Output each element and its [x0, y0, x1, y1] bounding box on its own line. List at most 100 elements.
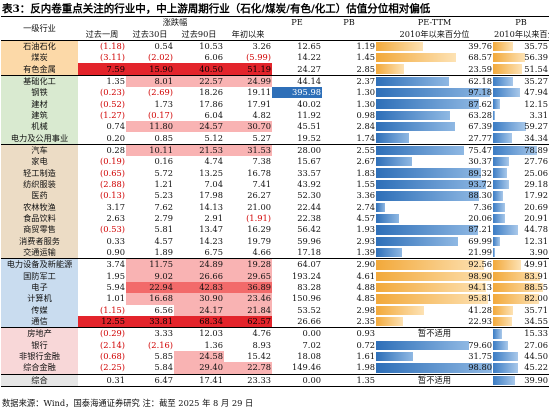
pe-cell: 83.28: [297, 282, 322, 293]
change-d90-cell: 24.17: [174, 304, 224, 316]
header-pe: PE: [272, 16, 323, 29]
pe-percentile-cell: 89.32: [376, 167, 493, 178]
pb-cell: 2.67: [356, 156, 376, 167]
pb-percentile-cell: 35.75: [493, 40, 549, 52]
pb-cell: 1.19: [356, 40, 376, 51]
pe-cell: 52.30: [297, 190, 322, 201]
pe-cell: 28.00: [272, 143, 323, 157]
change-d30-cell: 6.56: [154, 304, 173, 315]
pe-cell: 22.44: [297, 201, 322, 212]
pe-percentile-cell: 67.39: [376, 121, 493, 132]
pe-cell: 53.52: [297, 304, 322, 315]
pe-percentile-value: 39.76: [468, 40, 493, 51]
change-w1-cell: 0.31: [78, 373, 126, 388]
industry-name: 家电: [1, 156, 78, 168]
pb-percentile-bar: [493, 282, 543, 293]
pb-percentile-value: 34.34: [524, 132, 549, 143]
change-d90-cell: 10.53: [199, 40, 223, 51]
header-pb: PB: [322, 16, 377, 29]
valuation-table: 一级行业 涨跌幅 PE PB PE-TTM PB 过去一周 过去30日 过去90…: [1, 16, 550, 388]
industry-name: 汽车: [1, 143, 78, 157]
pb-percentile-bar: [493, 260, 521, 270]
pb-percentile-value: 17.92: [524, 190, 549, 201]
pe-percentile-value: 暂不适用: [417, 374, 452, 385]
table-row: 非银行金融 (0.68) 5.85 24.58 15.42 18.08 1.61 31.75 4…: [1, 350, 549, 363]
change-ytd-cell: 4.76: [224, 327, 273, 340]
pe-cell: 193.24: [291, 270, 322, 281]
pe-percentile-value: 88.30: [468, 190, 493, 201]
change-ytd-cell: 24.99: [224, 74, 273, 88]
pb-cell: 1.98: [356, 362, 376, 373]
table-row: 建材 (0.52) 1.73 17.86 17.91 40.02 1.30 87.62 12.1…: [1, 98, 549, 110]
header-row-2: 过去一周 过去30日 过去90日 年初以来 2010年以来百分位 2010年以来…: [1, 28, 550, 41]
pe-percentile-bar: [376, 99, 479, 109]
pe-percentile-value: 89.32: [468, 167, 493, 178]
pb-cell: 2.84: [356, 121, 376, 132]
change-d30-cell: 9.02: [126, 270, 174, 282]
change-d90-cell: 13.47: [199, 224, 223, 235]
pb-percentile-cell: 83.91: [493, 271, 549, 282]
pb-percentile-cell: 39.90: [493, 373, 550, 388]
pb-cell: 2.90: [322, 258, 377, 271]
pe-cell: 150.96: [291, 293, 322, 304]
pe-percentile-cell: 暂不适用: [376, 373, 494, 388]
change-d30-cell: 1.73: [154, 98, 173, 109]
pb-cell: 4.57: [356, 213, 376, 224]
change-d30-cell: 2.79: [154, 213, 173, 224]
change-d90-cell: 2.91: [204, 213, 223, 224]
pb-percentile-bar: [493, 191, 504, 201]
industry-name: 交通运输: [1, 246, 78, 259]
change-w1-cell: (0.52): [100, 98, 125, 109]
change-ytd-cell: 16.78: [247, 167, 272, 178]
change-d90-cell: 1.36: [204, 339, 223, 350]
change-ytd-cell: 4.66: [252, 247, 272, 258]
industry-name: 综合: [1, 373, 78, 388]
pe-percentile-bar: [376, 76, 449, 87]
pe-cell: 40.02: [297, 98, 322, 109]
change-ytd-cell: 62.57: [224, 315, 273, 328]
change-d30-cell: 6.47: [126, 373, 174, 388]
industry-name: 电子: [1, 281, 78, 294]
pe-percentile-bar: [376, 41, 423, 52]
pe-cell: 17.18: [297, 247, 322, 258]
pe-percentile-cell: 75.47: [376, 143, 494, 157]
pb-percentile-value: 59.27: [524, 121, 549, 132]
pb-percentile-bar: [493, 76, 513, 87]
pe-percentile-bar: [376, 179, 486, 190]
change-d30-cell: 5.84: [154, 362, 173, 373]
change-d90-cell: 30.90: [174, 293, 224, 305]
change-w1-cell: 1.35: [78, 74, 126, 88]
pe-cell: 44.14: [272, 74, 323, 88]
change-ytd-cell: 23.33: [224, 373, 273, 388]
pe-percentile-value: 75.47: [468, 144, 493, 155]
change-w1-cell: (3.11): [100, 52, 125, 63]
pb-percentile-cell: 56.39: [493, 52, 549, 63]
change-d90-cell: 4.74: [204, 156, 223, 167]
pb-percentile-value: 47.94: [524, 87, 549, 98]
pe-percentile-bar: [376, 260, 485, 270]
change-d30-cell: 4.57: [154, 235, 173, 246]
pe-percentile-bar: [376, 145, 465, 156]
pe-percentile-cell: 88.30: [376, 190, 493, 201]
pb-percentile-bar: [493, 157, 509, 167]
change-ytd-cell: 19.79: [247, 235, 272, 246]
table-row: 电力设备及新能源 3.74 11.75 24.89 19.28 64.07 2.90 92.5…: [1, 258, 550, 271]
pb-percentile-bar: [493, 110, 495, 121]
pb-percentile-cell: 35.27: [493, 74, 550, 88]
change-d90-cell: 22.57: [174, 74, 224, 88]
industry-name: 建筑: [1, 109, 78, 122]
pb-cell: 0.72: [356, 339, 376, 350]
change-ytd-cell: 19.11: [247, 87, 272, 98]
pe-percentile-value: 98.80: [468, 362, 493, 373]
industry-name: 计算机: [1, 293, 78, 305]
change-d90-cell: 29.40: [174, 362, 224, 375]
pe-percentile-bar: [376, 88, 490, 98]
pe-percentile-cell: 31.75: [376, 351, 493, 362]
change-d90-cell: 24.89: [174, 258, 224, 271]
pb-cell: 1.45: [356, 52, 376, 63]
change-d30-cell: 0.16: [154, 156, 173, 167]
change-ytd-cell: 19.28: [224, 258, 273, 271]
change-ytd-cell: 30.70: [224, 121, 273, 133]
table-row: 计算机 1.01 16.68 30.90 23.46 150.96 4.85 95.81 82.…: [1, 293, 549, 305]
pb-cell: 4.85: [356, 293, 376, 304]
